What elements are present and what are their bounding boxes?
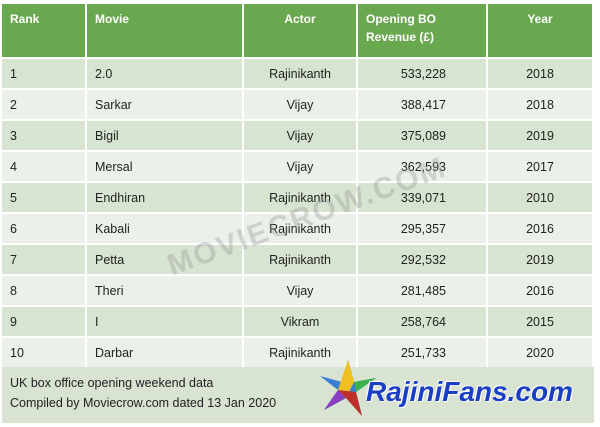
cell-year: 2015 <box>487 305 594 337</box>
cell-rank: 5 <box>2 181 87 213</box>
cell-rank: 1 <box>2 57 87 89</box>
header-actor: Actor <box>243 4 358 58</box>
table-row: 1 2.0 Rajinikanth 533,228 2018 <box>2 57 594 89</box>
cell-actor: Rajinikanth <box>243 57 358 89</box>
cell-movie: Petta <box>86 243 244 275</box>
table-row: 4 Mersal Vijay 362,593 2017 <box>2 150 594 182</box>
cell-year: 2016 <box>487 274 594 306</box>
cell-revenue: 251,733 <box>357 336 488 367</box>
cell-actor: Rajinikanth <box>243 212 358 244</box>
cell-actor: Vijay <box>243 88 358 120</box>
cell-year: 2018 <box>487 88 594 120</box>
cell-movie: I <box>86 305 244 337</box>
cell-rank: 8 <box>2 274 87 306</box>
cell-actor: Vijay <box>243 274 358 306</box>
table-row: 10 Darbar Rajinikanth 251,733 2020 <box>2 336 594 367</box>
cell-revenue: 258,764 <box>357 305 488 337</box>
cell-rank: 9 <box>2 305 87 337</box>
cell-rank: 6 <box>2 212 87 244</box>
logo-text: RajiniFans.com <box>366 376 573 407</box>
header-year: Year <box>487 4 594 58</box>
cell-rank: 10 <box>2 336 87 367</box>
cell-revenue: 339,071 <box>357 181 488 213</box>
cell-actor: Rajinikanth <box>243 336 358 367</box>
table-row: 5 Endhiran Rajinikanth 339,071 2010 <box>2 181 594 213</box>
cell-actor: Vijay <box>243 119 358 151</box>
cell-movie: Kabali <box>86 212 244 244</box>
table-row: 7 Petta Rajinikanth 292,532 2019 <box>2 243 594 275</box>
cell-year: 2016 <box>487 212 594 244</box>
header-movie: Movie <box>86 4 244 58</box>
cell-year: 2019 <box>487 119 594 151</box>
table-row: 2 Sarkar Vijay 388,417 2018 <box>2 88 594 120</box>
cell-actor: Vijay <box>243 150 358 182</box>
cell-rank: 7 <box>2 243 87 275</box>
cell-actor: Rajinikanth <box>243 243 358 275</box>
cell-actor: Vikram <box>243 305 358 337</box>
footer-line-1: UK box office opening weekend data <box>10 376 214 390</box>
cell-movie: 2.0 <box>86 57 244 89</box>
table-row: 8 Theri Vijay 281,485 2016 <box>2 274 594 306</box>
footer-note: UK box office opening weekend data Compi… <box>2 367 594 423</box>
cell-year: 2020 <box>487 336 594 367</box>
cell-revenue: 388,417 <box>357 88 488 120</box>
cell-movie: Endhiran <box>86 181 244 213</box>
cell-year: 2019 <box>487 243 594 275</box>
cell-revenue: 362,593 <box>357 150 488 182</box>
header-rank: Rank <box>2 4 87 58</box>
cell-revenue: 295,357 <box>357 212 488 244</box>
footer-line-2: Compiled by Moviecrow.com dated 13 Jan 2… <box>10 396 277 410</box>
cell-year: 2018 <box>487 57 594 89</box>
cell-movie: Darbar <box>86 336 244 367</box>
rajinifans-logo: RajiniFans.com <box>318 358 598 418</box>
cell-revenue: 375,089 <box>357 119 488 151</box>
table-row: 3 Bigil Vijay 375,089 2019 <box>2 119 594 151</box>
star-logo-icon <box>320 360 376 416</box>
table-row: 6 Kabali Rajinikanth 295,357 2016 <box>2 212 594 244</box>
cell-revenue: 533,228 <box>357 57 488 89</box>
table-row: 9 I Vikram 258,764 2015 <box>2 305 594 337</box>
cell-year: 2010 <box>487 181 594 213</box>
header-revenue: Opening BO Revenue (£) <box>357 4 488 58</box>
box-office-table: Rank Movie Actor Opening BO Revenue (£) … <box>2 4 594 367</box>
cell-revenue: 292,532 <box>357 243 488 275</box>
cell-rank: 4 <box>2 150 87 182</box>
cell-actor: Rajinikanth <box>243 181 358 213</box>
cell-movie: Mersal <box>86 150 244 182</box>
cell-revenue: 281,485 <box>357 274 488 306</box>
cell-movie: Sarkar <box>86 88 244 120</box>
cell-movie: Bigil <box>86 119 244 151</box>
cell-rank: 2 <box>2 88 87 120</box>
cell-movie: Theri <box>86 274 244 306</box>
header-row: Rank Movie Actor Opening BO Revenue (£) … <box>2 4 594 58</box>
cell-rank: 3 <box>2 119 87 151</box>
cell-year: 2017 <box>487 150 594 182</box>
